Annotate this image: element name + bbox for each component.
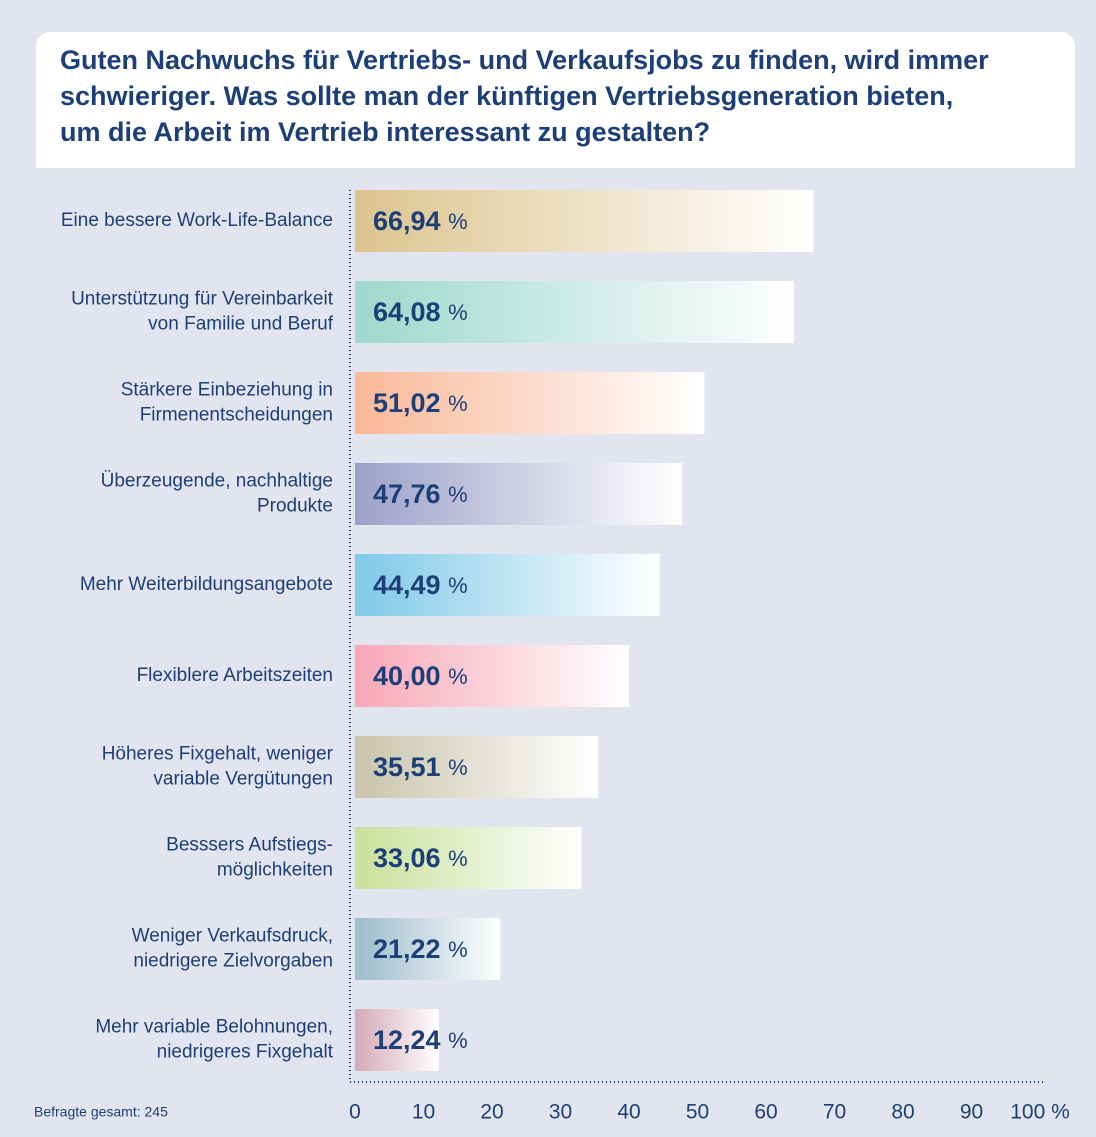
value-label: 21,22 %	[373, 934, 468, 964]
category-label: Unterstützung für Vereinbarkeit von Famil…	[71, 289, 334, 335]
category-label: Besssers Aufstiegs-möglichkeiten	[166, 835, 333, 881]
category-label: Mehr Weiterbildungsangebote	[80, 574, 333, 595]
text-line: Firmenentscheidungen	[140, 405, 333, 426]
x-tick-label: 70	[823, 1101, 846, 1124]
bar	[355, 554, 660, 616]
x-tick-label: 50	[686, 1101, 709, 1124]
x-tick-label: 90	[960, 1101, 983, 1124]
bar	[355, 918, 501, 980]
x-tick-label: 80	[891, 1101, 914, 1124]
value-label: 51,02 %	[373, 388, 468, 418]
bar	[355, 463, 683, 525]
bar	[355, 190, 814, 252]
value-unit: %	[448, 391, 468, 416]
value-unit: %	[448, 937, 468, 962]
value-label: 64,08 %	[373, 297, 468, 327]
text-line: Stärkere Einbeziehung in	[121, 380, 333, 401]
text-line: Eine bessere Work-Life-Balance	[61, 210, 333, 231]
category-label: Höheres Fixgehalt, weniger variable Vergü…	[102, 744, 334, 790]
x-tick-label: 10	[412, 1101, 435, 1124]
value-number: 21,22	[373, 934, 448, 964]
value-unit: %	[448, 664, 468, 689]
x-tick-label: 40	[617, 1101, 640, 1124]
value-unit: %	[448, 846, 468, 871]
value-number: 51,02	[373, 388, 448, 418]
title-box-base	[36, 100, 1075, 168]
bar	[355, 372, 705, 434]
value-number: 66,94	[373, 206, 448, 236]
text-line: variable Vergütungen	[153, 769, 333, 790]
text-line: niedrigere Zielvorgaben	[133, 951, 333, 972]
value-label: 44,49 %	[373, 570, 468, 600]
value-number: 40,00	[373, 661, 448, 691]
value-label: 47,76 %	[373, 479, 468, 509]
x-tick-label: 0	[349, 1101, 361, 1124]
value-label: 66,94 %	[373, 206, 468, 236]
value-unit: %	[448, 209, 468, 234]
text-line: Mehr variable Belohnungen,	[95, 1017, 333, 1038]
category-label: Stärkere Einbeziehung in Firmenentscheidu…	[121, 380, 333, 426]
footnote: Befragte gesamt: 245	[34, 1104, 168, 1120]
text-line: Überzeugende, nachhaltige	[101, 471, 333, 492]
category-label: Mehr variable Belohnungen, niedrigeres Fi…	[95, 1017, 333, 1063]
value-unit: %	[448, 300, 468, 325]
value-number: 64,08	[373, 297, 448, 327]
text-line: Flexiblere Arbeitszeiten	[137, 665, 333, 686]
value-unit: %	[448, 573, 468, 598]
value-number: 33,06	[373, 843, 448, 873]
value-number: 35,51	[373, 752, 448, 782]
chart-title: Guten Nachwuchs für Vertriebs- und Verka…	[60, 45, 989, 147]
bar	[355, 1009, 439, 1071]
value-label: 33,06 %	[373, 843, 468, 873]
text-line: Unterstützung für Vereinbarkeit	[71, 289, 334, 310]
value-unit: %	[448, 1028, 468, 1053]
text-line: Besssers Aufstiegs-	[166, 835, 333, 856]
bar	[355, 645, 629, 707]
category-label: Überzeugende, nachhaltige Produkte	[101, 471, 333, 517]
x-tick-label: 30	[549, 1101, 572, 1124]
bar	[355, 736, 599, 798]
category-label: Eine bessere Work-Life-Balance	[61, 210, 333, 231]
text-line: Guten Nachwuchs für Vertriebs- und Verka…	[60, 45, 989, 75]
text-line: von Familie und Beruf	[148, 314, 334, 335]
value-label: 40,00 %	[373, 661, 468, 691]
value-number: 47,76	[373, 479, 448, 509]
value-label: 35,51 %	[373, 752, 468, 782]
value-unit: %	[448, 482, 468, 507]
x-tick-label: 60	[754, 1101, 777, 1124]
text-line: um die Arbeit im Vertrieb interessant zu…	[60, 117, 710, 147]
value-unit: %	[448, 755, 468, 780]
text-line: Produkte	[257, 496, 333, 517]
text-line: Mehr Weiterbildungsangebote	[80, 574, 333, 595]
text-line: Höheres Fixgehalt, weniger	[102, 744, 334, 765]
x-tick-label: 100 %	[1010, 1101, 1070, 1124]
bar	[355, 827, 582, 889]
category-label: Weniger Verkaufsdruck, niedrigere Zielvor…	[132, 926, 333, 972]
bar	[355, 281, 794, 343]
text-line: möglichkeiten	[217, 860, 333, 881]
text-line: Weniger Verkaufsdruck,	[132, 926, 333, 947]
text-line: niedrigeres Fixgehalt	[157, 1042, 334, 1063]
category-label: Flexiblere Arbeitszeiten	[137, 665, 333, 686]
value-number: 12,24	[373, 1025, 448, 1055]
text-line: schwieriger. Was sollte man der künftige…	[60, 81, 953, 111]
value-number: 44,49	[373, 570, 448, 600]
value-label: 12,24 %	[373, 1025, 468, 1055]
x-tick-label: 20	[480, 1101, 503, 1124]
